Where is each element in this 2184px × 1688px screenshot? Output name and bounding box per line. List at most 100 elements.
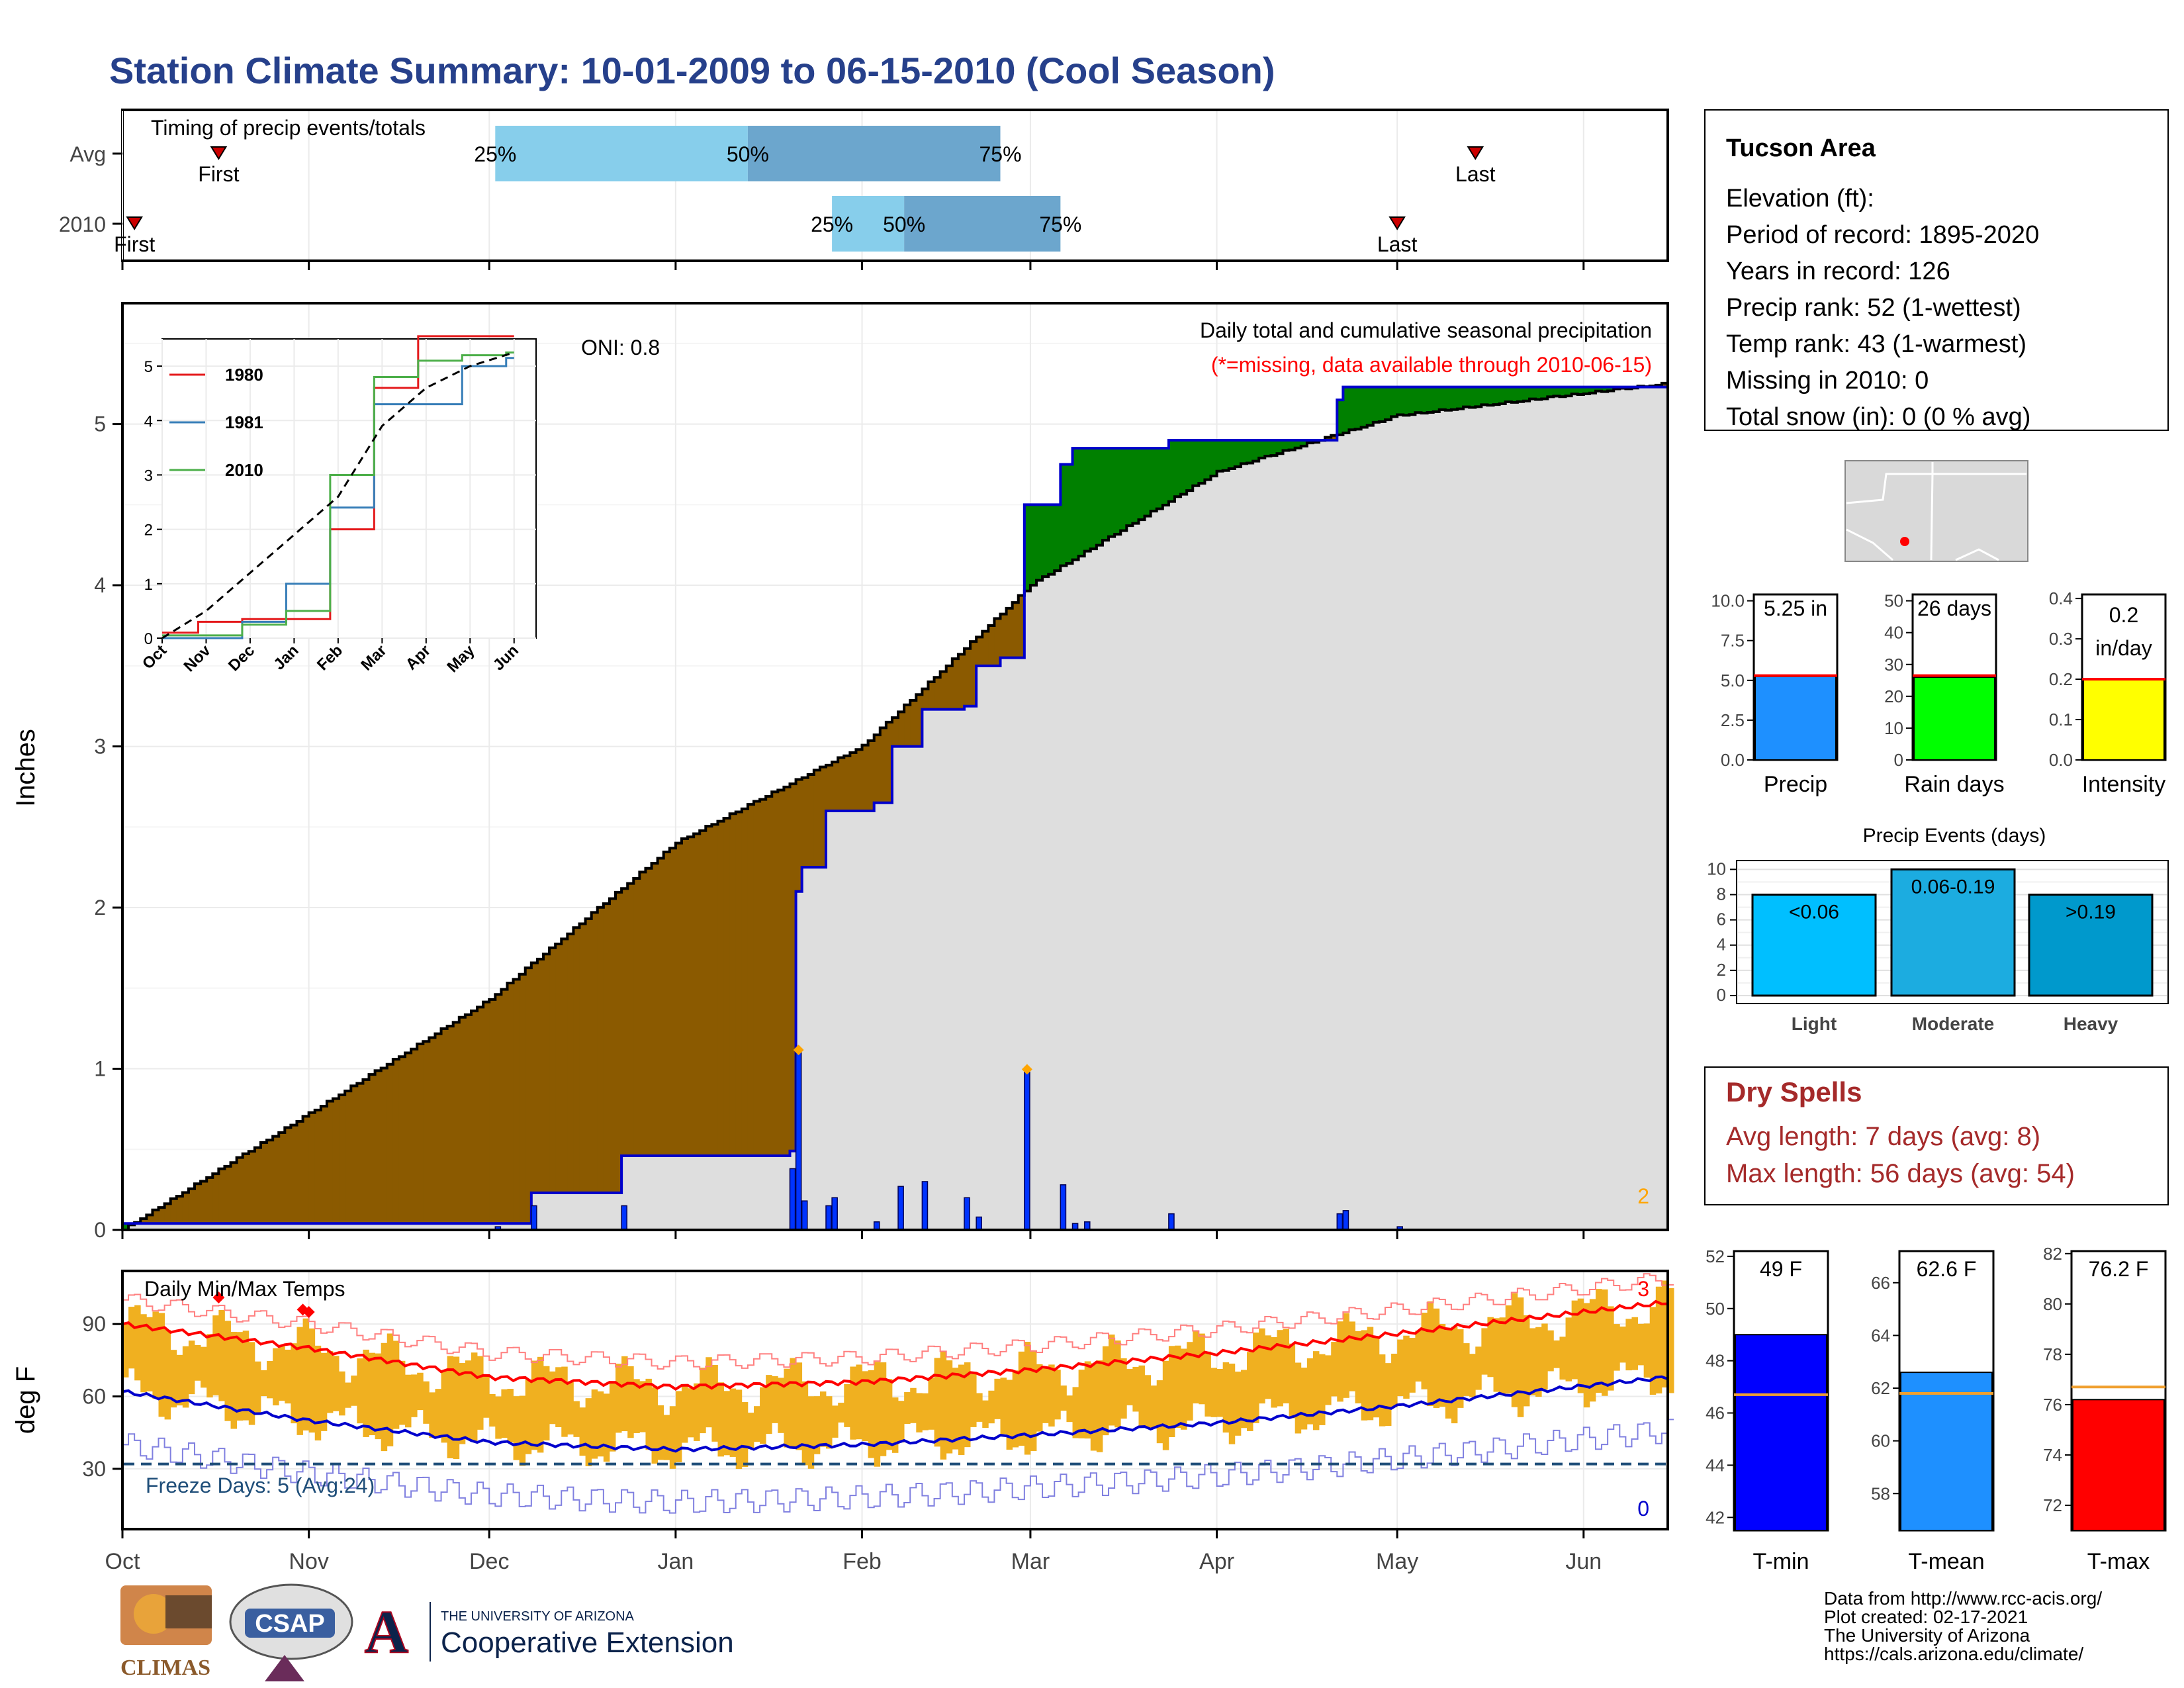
daily-temp-bar [868,1370,875,1458]
daily-temp-bar [1559,1336,1566,1380]
location-map [1844,460,2028,562]
precip-deficit-day [772,792,778,1156]
temp-bar-tick-label: 76 [2043,1395,2062,1415]
precip-surplus-day [1343,387,1350,433]
precip-ytick-label: 5 [94,412,106,436]
daily-temp-bar [639,1381,646,1432]
daily-temp-bar [946,1360,953,1454]
mini-bar-Precip [1754,675,1837,761]
daily-temp-bar [669,1406,676,1469]
precip-deficit-day [813,770,821,868]
station-name: Tucson Area [1726,134,1876,162]
daily-precip-bar [1168,1213,1175,1231]
daily-temp-bar [513,1396,520,1460]
daily-temp-bar [1295,1362,1302,1434]
precip-surplus-day [1240,440,1248,464]
daily-temp-bar [1205,1351,1211,1417]
precip-deficit-day [435,1033,442,1224]
daily-temp-bar [585,1398,592,1466]
daily-temp-bar [663,1415,670,1460]
daily-temp-bar [176,1354,183,1406]
precip-deficit-day [681,838,688,1156]
daily-temp-bar [195,1344,201,1381]
precip-deficit-day [994,618,1001,666]
daily-temp-bar [549,1371,556,1425]
daily-temp-bar [1162,1360,1169,1450]
precip-deficit-day [369,1074,376,1224]
precip-surplus-day [1271,440,1278,456]
precip-deficit-day [495,994,502,1224]
temp-bar-label: T-max [2087,1549,2150,1574]
dry-spells-title: Dry Spells [1726,1076,1862,1107]
daily-temp-bar [1247,1352,1253,1431]
precip-deficit-day [856,749,863,811]
precip-surplus-day [122,1223,129,1230]
precip-surplus-day [1228,440,1236,469]
precip-deficit-day [501,989,508,1224]
precip-deficit-day [778,790,785,1156]
daily-temp-bar [1343,1313,1349,1398]
precip-deficit-day [296,1121,304,1224]
precip-deficit-day [339,1094,345,1224]
precip-deficit-day [688,837,694,1156]
daily-temp-bar [1643,1323,1651,1378]
precip-deficit-day [212,1174,219,1224]
precip-surplus-day [1602,387,1608,392]
svg-text:A: A [365,1598,408,1665]
daily-temp-bar [952,1368,959,1450]
precip-surplus-day [1608,387,1614,391]
first-event-marker [210,146,228,160]
precip-surplus-day [1253,440,1259,461]
precip-surplus-day [1024,504,1031,591]
precip-deficit-day [188,1188,195,1224]
precip-surplus-day [1042,504,1049,577]
daily-temp-bar [1234,1372,1242,1436]
daily-temp-bar [904,1392,911,1425]
daily-temp-bar [898,1401,905,1443]
precip-ytick-label: 0 [94,1218,106,1242]
first-event-label: First [198,162,239,186]
precip-deficit-day [850,752,857,811]
daily-temp-bar [170,1350,177,1408]
daily-temp-bar [1463,1343,1470,1396]
daily-temp-bar [958,1364,965,1455]
temp-ytick-label: 90 [82,1312,106,1336]
daily-temp-bar [1589,1299,1596,1402]
precip-surplus-day [1036,504,1043,581]
climas-logo: CLIMAS [120,1585,212,1680]
precip-surplus-day [1030,504,1037,586]
temp-bar-tick-label: 72 [2043,1495,2062,1515]
precip-deficit-day [459,1017,466,1224]
precip-surplus-day [1571,387,1578,395]
daily-temp-bar [994,1378,1001,1419]
avg-max-line [122,1299,1668,1391]
precip-deficit-day [152,1209,159,1224]
precip-deficit-day [525,968,532,1224]
precip-deficit-day [513,979,520,1224]
precip-deficit-day [694,833,700,1156]
precip-deficit-day [170,1198,177,1224]
daily-temp-bar [819,1391,827,1447]
daily-temp-bar [1349,1321,1355,1391]
daily-temp-bar [1493,1318,1500,1392]
daily-temp-bar [741,1402,749,1468]
precip-deficit-day [291,1125,298,1224]
daily-temp-bar [910,1387,917,1423]
precip-deficit-day [874,735,881,803]
daily-temp-bar [1109,1335,1115,1426]
temp-heading: Daily Min/Max Temps [144,1277,345,1301]
daily-temp-bar [1583,1303,1590,1408]
events-bar-Heavy [2028,893,2154,997]
daily-temp-bar [1060,1385,1067,1411]
footer-line-2: Plot created: 02-17-2021 [1824,1607,2028,1627]
daily-temp-bar [1156,1380,1163,1444]
precip-surplus-day [1126,448,1133,526]
precip-deficit-day [735,812,743,1156]
precip-deficit-day [285,1127,291,1224]
daily-temp-bar [302,1318,310,1430]
daily-temp-bar [1000,1378,1007,1434]
precip-deficit-day [717,821,725,1156]
daily-temp-bar [1361,1330,1368,1421]
precip-surplus-day [1168,440,1175,502]
precip-surplus-day [1216,440,1224,471]
